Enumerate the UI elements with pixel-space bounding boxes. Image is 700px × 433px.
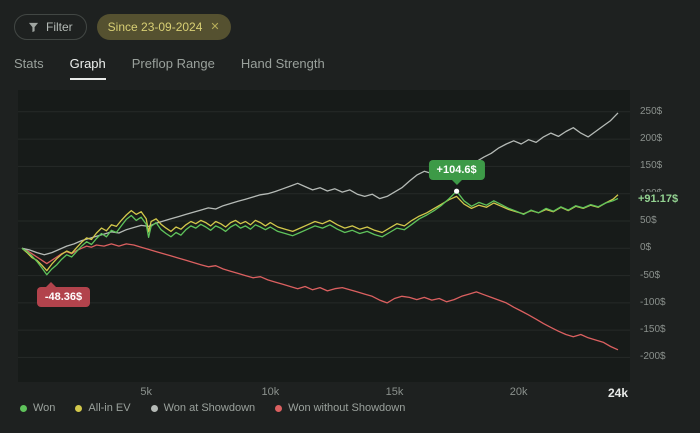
legend-label: Won at Showdown bbox=[163, 402, 256, 414]
legend-label: Won without Showdown bbox=[288, 402, 406, 414]
x-axis-label: 15k bbox=[385, 386, 404, 398]
x-axis-label: 24k bbox=[607, 386, 629, 400]
y-axis-label: 50$ bbox=[640, 214, 657, 226]
filter-tag-since[interactable]: Since 23-09-2024 ✕ bbox=[96, 14, 231, 40]
current-value-label: +91.17$ bbox=[636, 191, 682, 206]
legend-item-won[interactable]: Won bbox=[20, 402, 55, 414]
legend-item-won-at-showdown[interactable]: Won at Showdown bbox=[150, 402, 256, 414]
legend-dot-icon bbox=[75, 404, 83, 412]
tab-stats[interactable]: Stats bbox=[14, 56, 44, 71]
annotation-badge-pointer bbox=[45, 277, 56, 287]
toolbar: Filter Since 23-09-2024 ✕ bbox=[0, 0, 700, 40]
legend-label: Won bbox=[33, 402, 56, 414]
filter-tag-label: Since 23-09-2024 bbox=[107, 20, 203, 34]
y-axis-label: 250$ bbox=[640, 105, 663, 117]
y-axis-label: 0$ bbox=[640, 242, 652, 254]
tabs: Stats Graph Preflop Range Hand Strength bbox=[0, 40, 700, 80]
series-line-won-without-showdown bbox=[21, 243, 619, 351]
legend-dot-icon bbox=[20, 404, 27, 412]
annotation-badge-pointer bbox=[451, 180, 462, 190]
annotation-badge: -48.36$ bbox=[36, 281, 91, 307]
legend-item-all-in-ev[interactable]: All-in EV bbox=[75, 402, 131, 414]
legend-dot-icon bbox=[275, 404, 283, 412]
x-axis-label: 10k bbox=[261, 386, 280, 398]
filter-button[interactable]: Filter bbox=[14, 14, 87, 40]
legend: Won All-in EV Won at Showdown Won without S… bbox=[20, 402, 700, 414]
y-axis-label: -200$ bbox=[640, 351, 666, 363]
annotation-point-dot bbox=[454, 188, 460, 194]
filter-button-label: Filter bbox=[46, 20, 73, 34]
series-line-all-in-ev bbox=[21, 194, 619, 272]
series-line-won bbox=[21, 190, 619, 276]
y-axis-label: -100$ bbox=[640, 296, 666, 308]
series-line-won-at-showdown bbox=[21, 112, 619, 256]
chart-zone: 250$200$150$100$50$0$-50$-100$-150$-200$… bbox=[18, 90, 682, 400]
tab-graph[interactable]: Graph bbox=[69, 56, 106, 80]
tab-preflop-range[interactable]: Preflop Range bbox=[131, 56, 215, 71]
y-axis-label: 200$ bbox=[640, 133, 663, 145]
plot-area[interactable] bbox=[18, 90, 630, 382]
x-axis-label: 20k bbox=[509, 386, 528, 398]
legend-item-won-without-showdown[interactable]: Won without Showdown bbox=[275, 402, 405, 414]
app-root: Filter Since 23-09-2024 ✕ Stats Graph Pref… bbox=[0, 0, 700, 414]
close-icon[interactable]: ✕ bbox=[210, 20, 220, 33]
x-axis-label: 5k bbox=[140, 386, 152, 398]
tab-hand-strength[interactable]: Hand Strength bbox=[240, 56, 325, 71]
legend-label: All-in EV bbox=[88, 402, 131, 414]
y-axis-label: 150$ bbox=[640, 160, 663, 172]
legend-dot-icon bbox=[150, 404, 158, 412]
filter-icon bbox=[28, 22, 39, 33]
annotation-badge: +104.6$ bbox=[428, 160, 485, 186]
y-axis-label: -150$ bbox=[640, 324, 666, 336]
y-axis-label: -50$ bbox=[640, 269, 661, 281]
